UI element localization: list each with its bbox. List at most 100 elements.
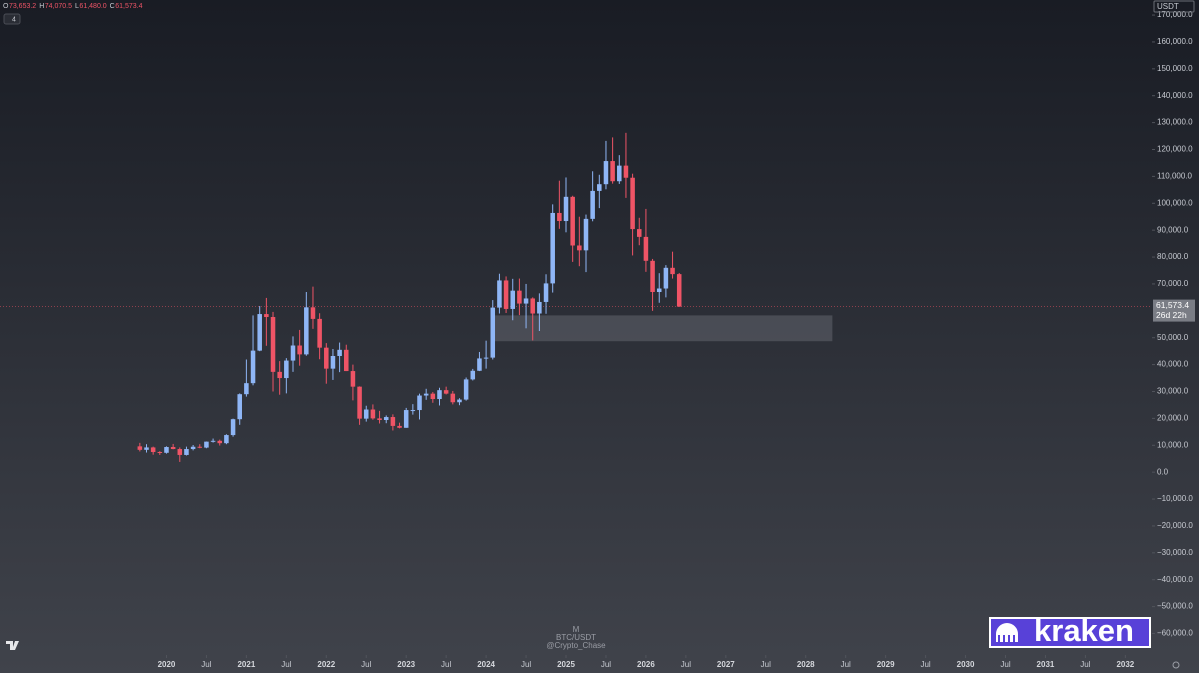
y-tick-label: −30,000.0	[1157, 548, 1193, 557]
candle-body	[430, 393, 436, 400]
x-tick-label: 2022	[317, 660, 335, 669]
candle-body	[577, 245, 582, 251]
candle-body	[184, 449, 189, 455]
candle-body	[217, 440, 223, 444]
candle-body	[210, 440, 216, 442]
candle-body	[410, 410, 416, 412]
candle-body	[537, 301, 542, 314]
legend-key: L	[75, 3, 79, 10]
candle-body	[477, 358, 482, 371]
candle-body	[304, 307, 309, 355]
candle-body	[264, 314, 269, 318]
candle-body	[397, 425, 402, 428]
y-tick-label: 50,000.0	[1157, 333, 1189, 342]
candle-body	[144, 447, 149, 450]
candle-body	[676, 274, 682, 307]
y-tick-label: 100,000.0	[1157, 198, 1193, 207]
candle-body	[583, 218, 589, 251]
y-tick-label: 20,000.0	[1157, 413, 1189, 422]
candle-body	[257, 314, 262, 351]
candle-body	[250, 350, 256, 384]
legend-key: H	[39, 3, 44, 10]
y-tick-label: 120,000.0	[1157, 145, 1193, 154]
x-tick-label: Jul	[361, 660, 371, 669]
candle-body	[337, 349, 342, 357]
y-tick-label: −50,000.0	[1157, 602, 1193, 611]
candle-body	[517, 290, 522, 304]
candle-body	[324, 347, 329, 369]
x-tick-label: Jul	[441, 660, 451, 669]
candle-body	[157, 451, 163, 453]
logo-icon	[996, 623, 1018, 642]
candle-body	[190, 446, 196, 450]
tv-logo[interactable]	[6, 641, 19, 650]
x-tick-label: 2024	[477, 660, 495, 669]
candle-body	[636, 229, 642, 237]
y-tick-label: −60,000.0	[1157, 629, 1193, 638]
y-tick-label: 170,000.0	[1157, 10, 1193, 19]
ohlc-legend: O 73,653.2 H 74,070.5 L 61,480.0 C 61,573.4	[3, 3, 143, 10]
candle-body	[197, 446, 203, 448]
candle-body	[224, 435, 229, 444]
legend-key: O	[3, 3, 9, 10]
x-tick-label: Jul	[920, 660, 930, 669]
legend-key: C	[110, 3, 115, 10]
watermark-author: @Crypto_Chase	[546, 641, 606, 650]
candle-body	[483, 357, 489, 359]
currency-label[interactable]: USDT	[1157, 2, 1179, 11]
last-price-label: 61,573.4	[1156, 300, 1189, 310]
y-tick-label: −10,000.0	[1157, 494, 1193, 503]
candle-body	[164, 447, 169, 453]
candle-body	[363, 409, 369, 419]
x-tick-label: 2021	[237, 660, 255, 669]
x-tick-label: Jul	[521, 660, 531, 669]
y-tick-label: 0.0	[1157, 467, 1169, 476]
candle-body	[603, 161, 609, 185]
candle-body	[177, 449, 183, 455]
candle-body	[277, 371, 282, 379]
candle-body	[437, 390, 442, 400]
candle-body	[350, 371, 356, 387]
x-tick-label: Jul	[281, 660, 291, 669]
x-tick-label: Jul	[841, 660, 851, 669]
candle-body	[610, 161, 615, 182]
last-price-tag	[1153, 299, 1195, 322]
x-tick-label: 2023	[397, 660, 415, 669]
candle-body	[590, 190, 595, 219]
x-tick-label: 2029	[877, 660, 895, 669]
candle-body	[523, 298, 529, 304]
candle-body	[357, 386, 362, 419]
candle-body	[663, 267, 669, 289]
y-tick-label: 80,000.0	[1157, 252, 1189, 261]
candle-body	[463, 379, 469, 400]
indicator-toggle[interactable]	[3, 13, 21, 25]
watermark-symbol: BTC/USDT	[556, 633, 596, 642]
x-tick-label: 2027	[717, 660, 735, 669]
candle-body	[310, 307, 316, 319]
candle-body	[630, 177, 635, 230]
candle-body	[270, 317, 276, 372]
candle-body	[290, 345, 296, 361]
candle-body	[497, 280, 502, 308]
currency-box[interactable]	[1153, 0, 1195, 13]
y-tick-label: 130,000.0	[1157, 118, 1193, 127]
candle-body	[490, 307, 496, 358]
candle-body	[503, 280, 509, 309]
y-tick-label: 160,000.0	[1157, 37, 1193, 46]
candle-body	[377, 418, 382, 420]
y-tick-label: 10,000.0	[1157, 440, 1189, 449]
candle-body	[617, 165, 622, 182]
candle-body	[557, 212, 562, 222]
candle-body	[597, 184, 602, 191]
y-tick-label: 70,000.0	[1157, 279, 1189, 288]
candle-body	[423, 393, 429, 396]
indicator-count[interactable]: 4	[12, 16, 16, 23]
x-tick-label: Jul	[601, 660, 611, 669]
candle-body	[543, 283, 549, 302]
candle-body	[570, 196, 575, 246]
candle-body	[403, 410, 409, 428]
y-tick-label: −40,000.0	[1157, 575, 1193, 584]
y-tick-label: 40,000.0	[1157, 360, 1189, 369]
settings-icon[interactable]	[1172, 661, 1180, 669]
